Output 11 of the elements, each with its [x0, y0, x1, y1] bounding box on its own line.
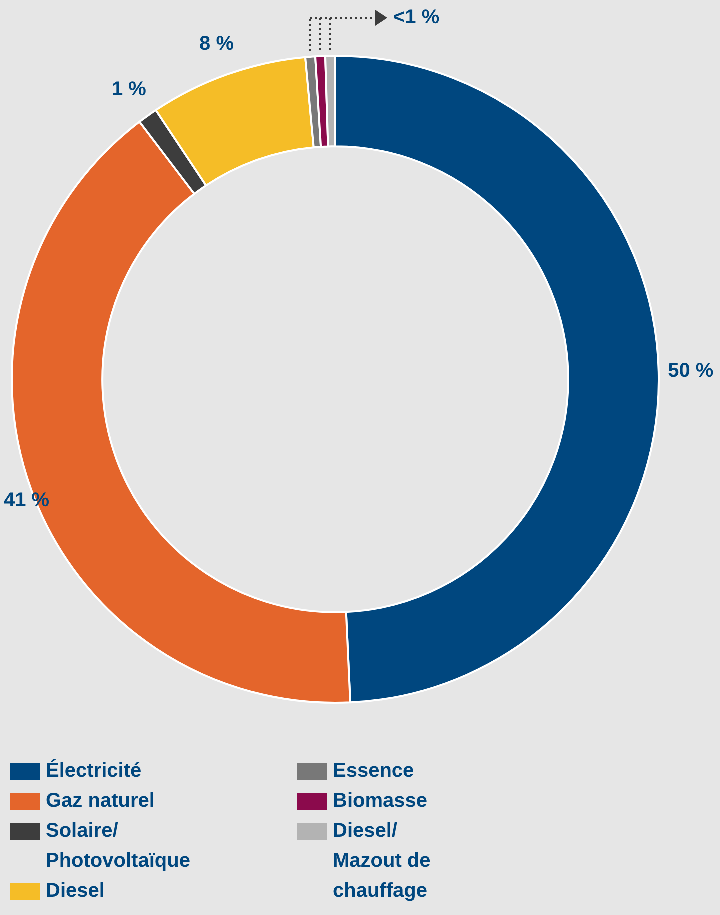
data-label: 50 %: [668, 360, 714, 382]
data-label: 8 %: [200, 32, 234, 55]
data-label: <1 %: [394, 6, 440, 29]
legend-label: Biomasse: [333, 789, 428, 814]
legend-label: Gaz naturel: [46, 789, 155, 814]
legend-label: Solaire/Photovoltaïque: [46, 819, 190, 874]
data-label: 1 %: [112, 78, 147, 100]
legend-label: Diesel/Mazout de chauffage: [333, 819, 432, 904]
legend-label: Essence: [333, 759, 414, 784]
legend-label: Diesel: [46, 879, 105, 904]
legend-label: Électricité: [46, 758, 142, 784]
